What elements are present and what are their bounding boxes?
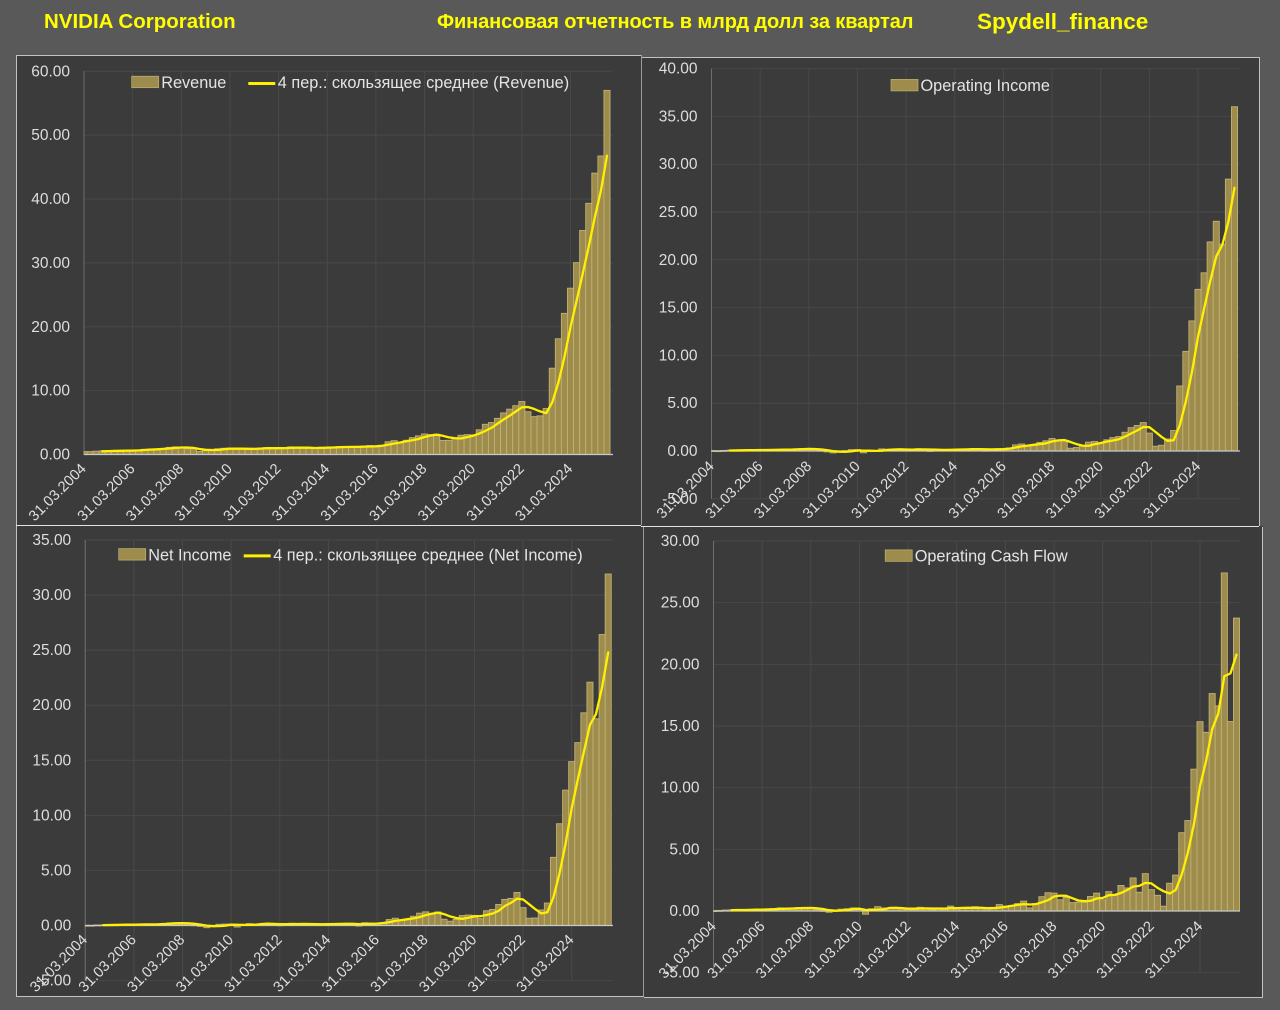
svg-text:Net Income: Net Income [148,546,231,564]
svg-text:25.00: 25.00 [659,204,698,221]
svg-text:50.00: 50.00 [31,127,70,144]
svg-text:35.00: 35.00 [32,532,71,549]
svg-text:25.00: 25.00 [32,642,71,659]
svg-text:30.00: 30.00 [32,587,71,604]
svg-text:0.00: 0.00 [669,903,700,920]
svg-text:15.00: 15.00 [32,752,71,769]
svg-text:0.00: 0.00 [41,918,72,935]
svg-text:40.00: 40.00 [31,191,70,208]
svg-text:20.00: 20.00 [661,656,700,673]
svg-text:-5.00: -5.00 [36,973,72,990]
svg-text:20.00: 20.00 [31,319,70,336]
svg-text:20.00: 20.00 [659,252,698,269]
svg-text:Operating Income: Operating Income [921,77,1050,95]
svg-text:35.00: 35.00 [659,108,698,125]
svg-text:4 пер.: скользящее среднее (Ne: 4 пер.: скользящее среднее (Net Income) [273,546,582,564]
svg-text:Revenue: Revenue [161,74,226,92]
svg-text:10.00: 10.00 [32,807,71,824]
svg-text:5.00: 5.00 [667,395,698,412]
svg-text:10.00: 10.00 [661,780,700,797]
svg-text:5.00: 5.00 [41,862,72,879]
svg-text:-5.00: -5.00 [664,965,700,982]
svg-text:60.00: 60.00 [31,63,70,80]
svg-text:Operating Cash Flow: Operating Cash Flow [915,548,1068,566]
svg-text:4 пер.: скользящее среднее (Re: 4 пер.: скользящее среднее (Revenue) [278,74,569,92]
svg-text:15.00: 15.00 [659,300,698,317]
svg-text:25.00: 25.00 [661,595,700,612]
svg-text:0.00: 0.00 [40,447,71,464]
svg-text:40.00: 40.00 [659,61,698,78]
svg-text:-5.00: -5.00 [662,491,698,508]
svg-text:30.00: 30.00 [31,255,70,272]
svg-text:15.00: 15.00 [661,718,700,735]
svg-text:10.00: 10.00 [31,383,70,400]
svg-text:10.00: 10.00 [659,347,698,364]
svg-text:30.00: 30.00 [659,156,698,173]
svg-text:20.00: 20.00 [32,697,71,714]
svg-text:0.00: 0.00 [667,443,698,460]
svg-text:5.00: 5.00 [669,841,700,858]
svg-text:30.00: 30.00 [661,533,700,550]
